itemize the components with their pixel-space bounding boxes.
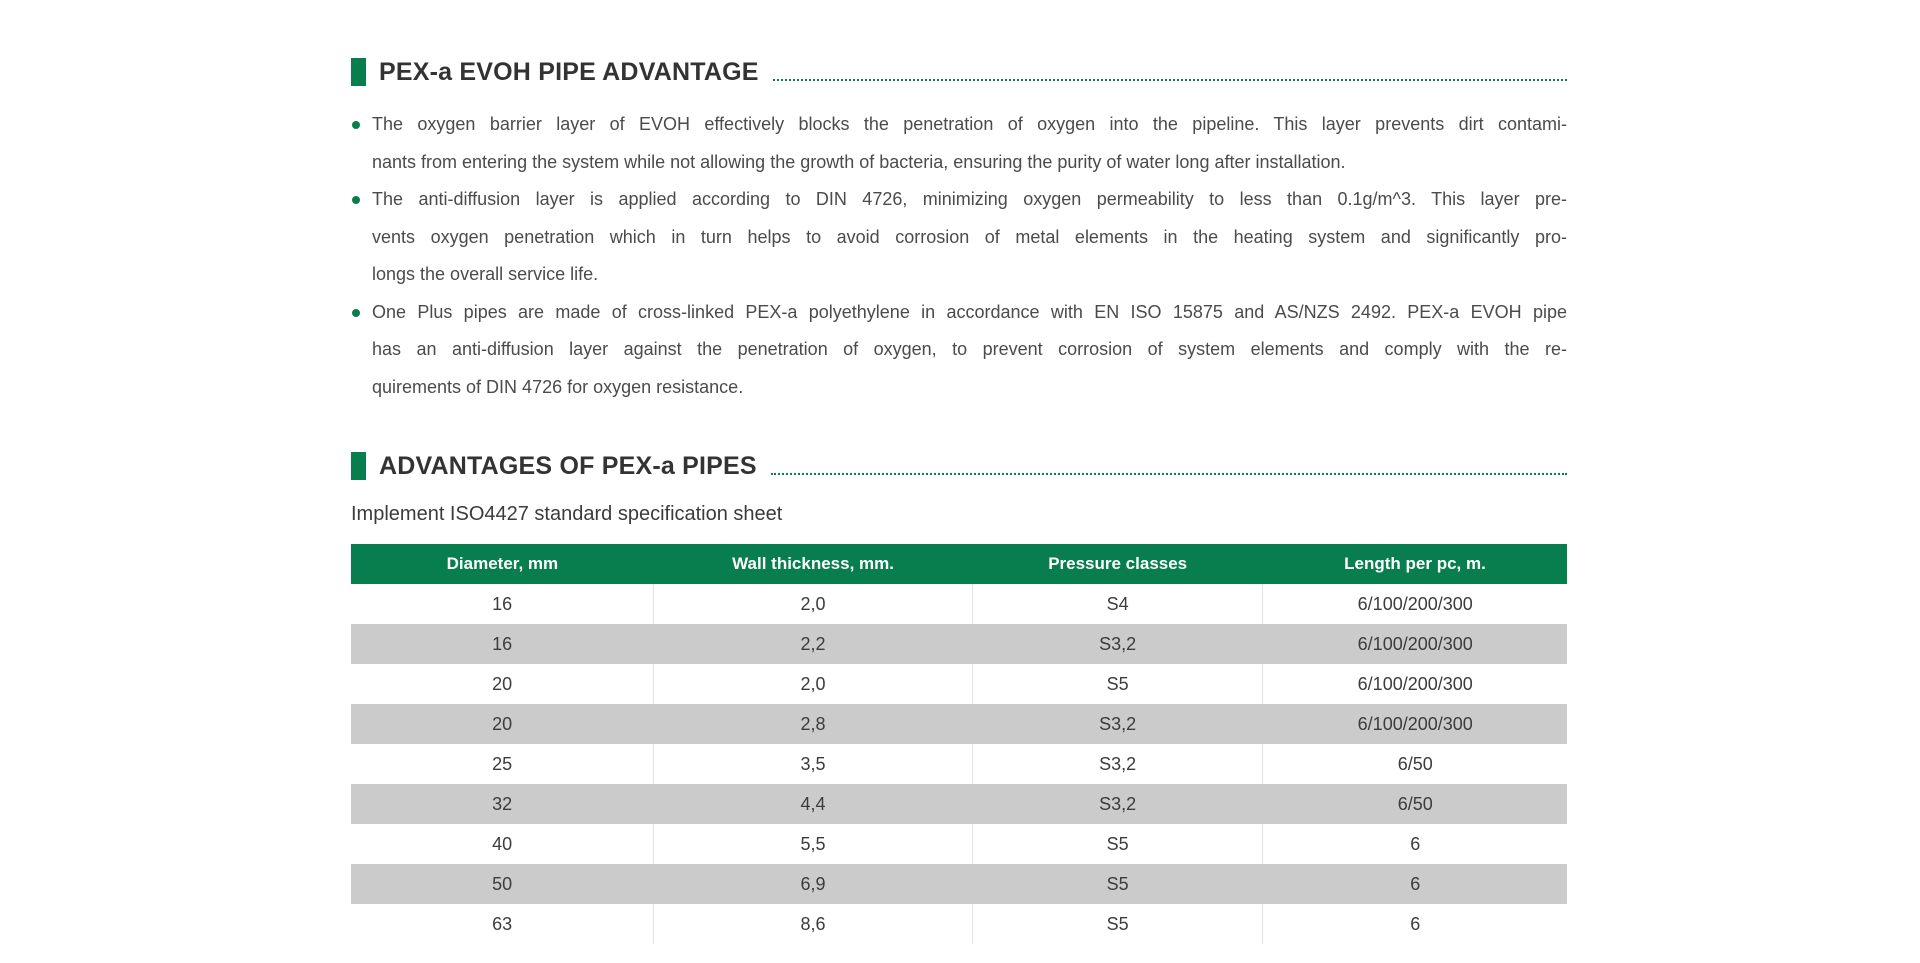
cell-length: 6 [1410, 833, 1421, 854]
cell-diameter: 32 [492, 793, 513, 814]
list-item: The oxygen barrier layer of EVOH effecti… [351, 106, 1567, 181]
page-content: PEX-a EVOH PIPE ADVANTAGE The oxygen bar… [351, 58, 1567, 944]
cell-pressure-class: S5 [972, 664, 1264, 704]
bullet-text-line: quirements of DIN 4726 for oxygen resist… [372, 376, 744, 397]
cell-diameter: 50 [492, 873, 513, 894]
section2-heading: ADVANTAGES OF PEX-a PIPES [351, 452, 1567, 480]
cell-wall-thickness: 2,0 [653, 664, 973, 704]
cell-pressure-class: S3,2 [1099, 633, 1137, 654]
bullet-text-line: nants from entering the system while not… [372, 151, 1346, 172]
cell-diameter: 16 [492, 633, 513, 654]
cell-pressure-class: S5 [972, 824, 1264, 864]
cell-length: 6/50 [1397, 793, 1433, 814]
dotted-leader-line [770, 452, 1567, 475]
cell-length: 6/100/200/300 [1357, 673, 1473, 694]
table-row: 63 8,6 S5 6 [351, 904, 1567, 944]
dotted-leader-line [772, 58, 1567, 81]
column-header: Length per pc, m. [1262, 544, 1567, 584]
cell-pressure-class: S5 [972, 904, 1264, 944]
table-row: 16 2,2 S3,2 6/100/200/300 [351, 624, 1567, 664]
bullet-text-line: vents oxygen penetration which in turn h… [372, 226, 1567, 247]
bullet-text-line: The anti-diffusion layer is applied acco… [372, 189, 1567, 209]
cell-wall-thickness: 2,2 [800, 633, 826, 654]
section1-heading: PEX-a EVOH PIPE ADVANTAGE [351, 58, 1567, 86]
table-row: 20 2,0 S5 6/100/200/300 [351, 664, 1567, 704]
list-item: The anti-diffusion layer is applied acco… [351, 181, 1567, 294]
table-row: 25 3,5 S3,2 6/50 [351, 744, 1567, 784]
cell-wall-thickness: 2,0 [653, 584, 973, 624]
column-header: Wall thickness, mm. [653, 544, 973, 584]
cell-diameter: 20 [351, 664, 655, 704]
cell-diameter: 16 [351, 584, 655, 624]
cell-pressure-class: S3,2 [1099, 793, 1137, 814]
table-caption: Implement ISO4427 standard specification… [351, 503, 783, 525]
bullet-icon [352, 121, 360, 129]
specification-table: Diameter, mm Wall thickness, mm. Pressur… [351, 544, 1567, 944]
cell-diameter: 63 [351, 904, 655, 944]
cell-pressure-class: S5 [1106, 873, 1129, 894]
cell-wall-thickness: 5,5 [653, 824, 973, 864]
cell-pressure-class: S3,2 [972, 744, 1264, 784]
cell-pressure-class: S4 [972, 584, 1264, 624]
section1-title: PEX-a EVOH PIPE ADVANTAGE [379, 58, 759, 86]
table-row: 16 2,0 S4 6/100/200/300 [351, 584, 1567, 624]
column-header: Diameter, mm [351, 544, 654, 584]
section2-title: ADVANTAGES OF PEX-a PIPES [379, 452, 757, 480]
cell-diameter: 20 [492, 713, 513, 734]
cell-diameter: 25 [351, 744, 655, 784]
column-header: Pressure classes [972, 544, 1263, 584]
cell-length: 6/100/200/300 [1357, 713, 1473, 734]
bullet-text-line: The oxygen barrier layer of EVOH effecti… [372, 114, 1567, 134]
table-row: 40 5,5 S5 6 [351, 824, 1567, 864]
bullet-icon [352, 308, 360, 317]
bullet-list: The oxygen barrier layer of EVOH effecti… [351, 106, 1567, 406]
cell-wall-thickness: 8,6 [653, 904, 973, 944]
bullet-text-line: has an anti-diffusion layer against the … [372, 339, 1567, 359]
cell-length: 6/50 [1397, 753, 1433, 774]
cell-diameter: 40 [351, 824, 655, 864]
cell-wall-thickness: 4,4 [800, 793, 826, 814]
cell-wall-thickness: 3,5 [653, 744, 973, 784]
cell-length: 6/100/200/300 [1357, 593, 1473, 614]
table-row: 50 6,9 S5 6 [351, 864, 1567, 904]
cell-wall-thickness: 6,9 [800, 873, 826, 894]
bullet-text-line: longs the overall service life. [372, 264, 599, 284]
heading-accent-bar [351, 452, 366, 480]
bullet-text-line: One Plus pipes are made of cross-linked … [372, 301, 1567, 322]
heading-accent-bar [351, 58, 366, 86]
cell-length: 6/100/200/300 [1357, 633, 1473, 654]
table-row: 32 4,4 S3,2 6/50 [351, 784, 1567, 824]
table-row: 20 2,8 S3,2 6/100/200/300 [351, 704, 1567, 744]
cell-length: 6 [1410, 873, 1421, 894]
cell-wall-thickness: 2,8 [800, 713, 826, 734]
cell-length: 6 [1410, 913, 1421, 934]
table-header-row: Diameter, mm Wall thickness, mm. Pressur… [351, 544, 1567, 584]
list-item: One Plus pipes are made of cross-linked … [351, 294, 1567, 407]
bullet-icon [352, 196, 360, 204]
cell-pressure-class: S3,2 [1099, 713, 1137, 734]
